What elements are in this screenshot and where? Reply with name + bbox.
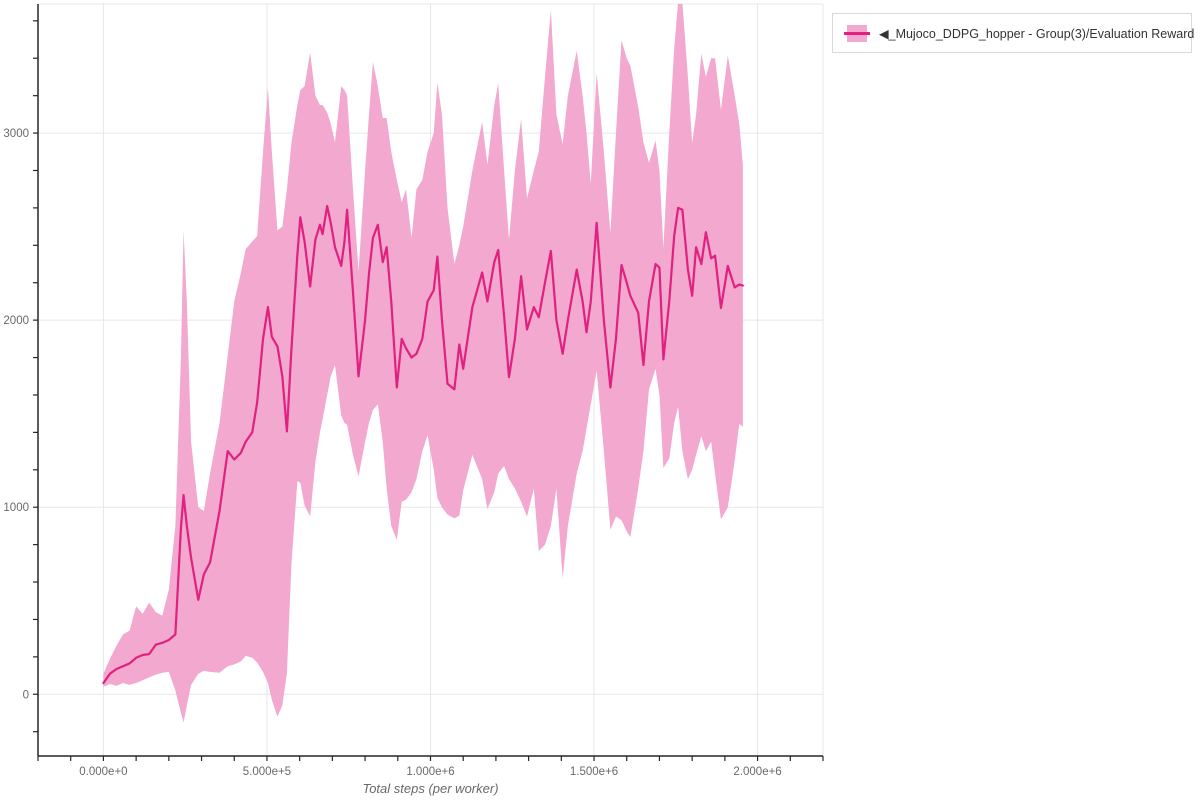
axis-ticks bbox=[33, 20, 824, 761]
x-tick-label: 0.000e+0 bbox=[79, 766, 127, 778]
x-tick-labels: 0.000e+0 5.000e+5 1.000e+6 1.500e+6 2.000e+6 bbox=[79, 766, 781, 778]
y-tick-label: 2000 bbox=[3, 315, 29, 327]
mean-line bbox=[102, 204, 744, 685]
x-tick-label: 1.500e+6 bbox=[570, 766, 618, 778]
legend-series-label: ◀_Mujoco_DDPG_hopper - Group(3)/Evaluati… bbox=[879, 26, 1195, 41]
y-tick-label: 3000 bbox=[3, 128, 29, 140]
x-tick-label: 1.000e+6 bbox=[406, 766, 454, 778]
y-tick-label: 0 bbox=[23, 689, 29, 701]
x-axis-title: Total steps (per worker) bbox=[362, 781, 499, 796]
confidence-band bbox=[103, 4, 743, 723]
x-tick-label: 2.000e+6 bbox=[733, 766, 781, 778]
x-tick-label: 5.000e+5 bbox=[243, 766, 291, 778]
legend[interactable]: ◀_Mujoco_DDPG_hopper - Group(3)/Evaluati… bbox=[832, 13, 1195, 53]
y-tick-label: 1000 bbox=[3, 502, 29, 514]
y-tick-labels: 0 1000 2000 3000 bbox=[3, 128, 29, 701]
legend-line-swatch bbox=[844, 31, 870, 35]
legend-swatch bbox=[844, 24, 870, 43]
